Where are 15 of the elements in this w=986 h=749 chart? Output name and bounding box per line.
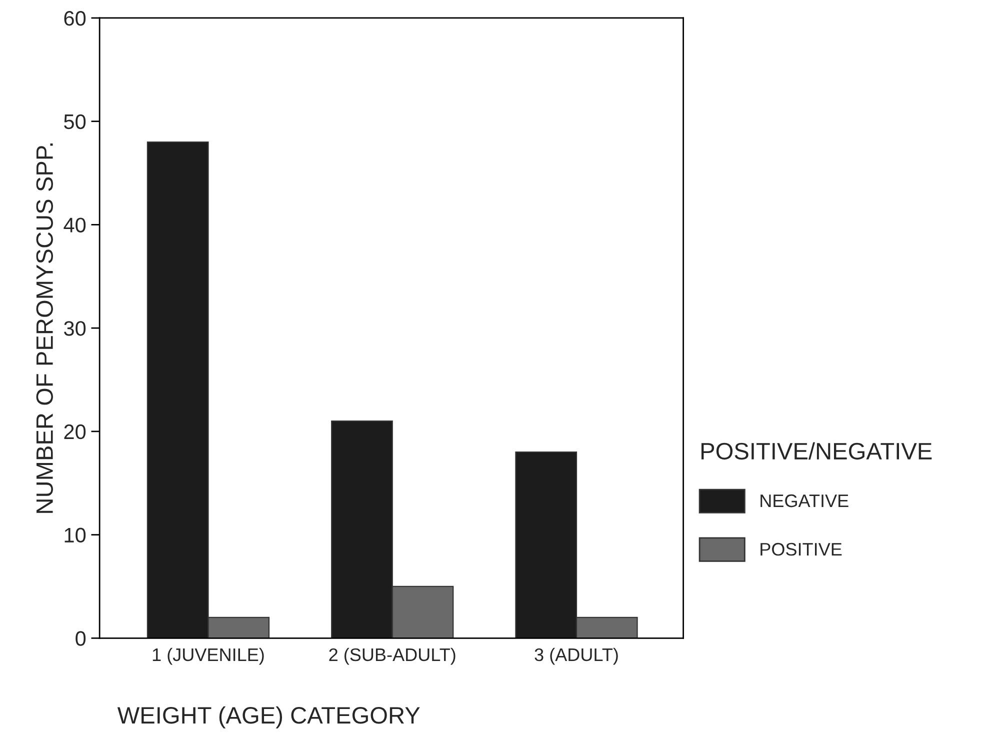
y-axis-title: NUMBER OF PEROMYSCUS SPP. bbox=[36, 143, 53, 513]
x-tick-label: 3 (ADULT) bbox=[534, 648, 618, 665]
legend-title: POSITIVE/NEGATIVE bbox=[701, 442, 932, 460]
y-tick-label: 60 bbox=[64, 10, 86, 26]
x-axis-title: WEIGHT (AGE) CATEGORY bbox=[117, 706, 420, 728]
x-tick-label: 2 (SUB-ADULT) bbox=[329, 648, 456, 665]
y-tick-label: 40 bbox=[64, 218, 86, 232]
y-tick-label: 0 bbox=[76, 631, 86, 646]
y-tick-label: 10 bbox=[64, 528, 86, 543]
y-tick-label: 50 bbox=[64, 114, 86, 130]
y-tick-label: 30 bbox=[64, 321, 86, 336]
x-tick-label: 1 (JUVENILE) bbox=[152, 648, 264, 665]
legend-label: NEGATIVE bbox=[760, 494, 848, 508]
y-tick-label: 20 bbox=[64, 424, 86, 440]
legend-label: POSITIVE bbox=[760, 542, 842, 556]
